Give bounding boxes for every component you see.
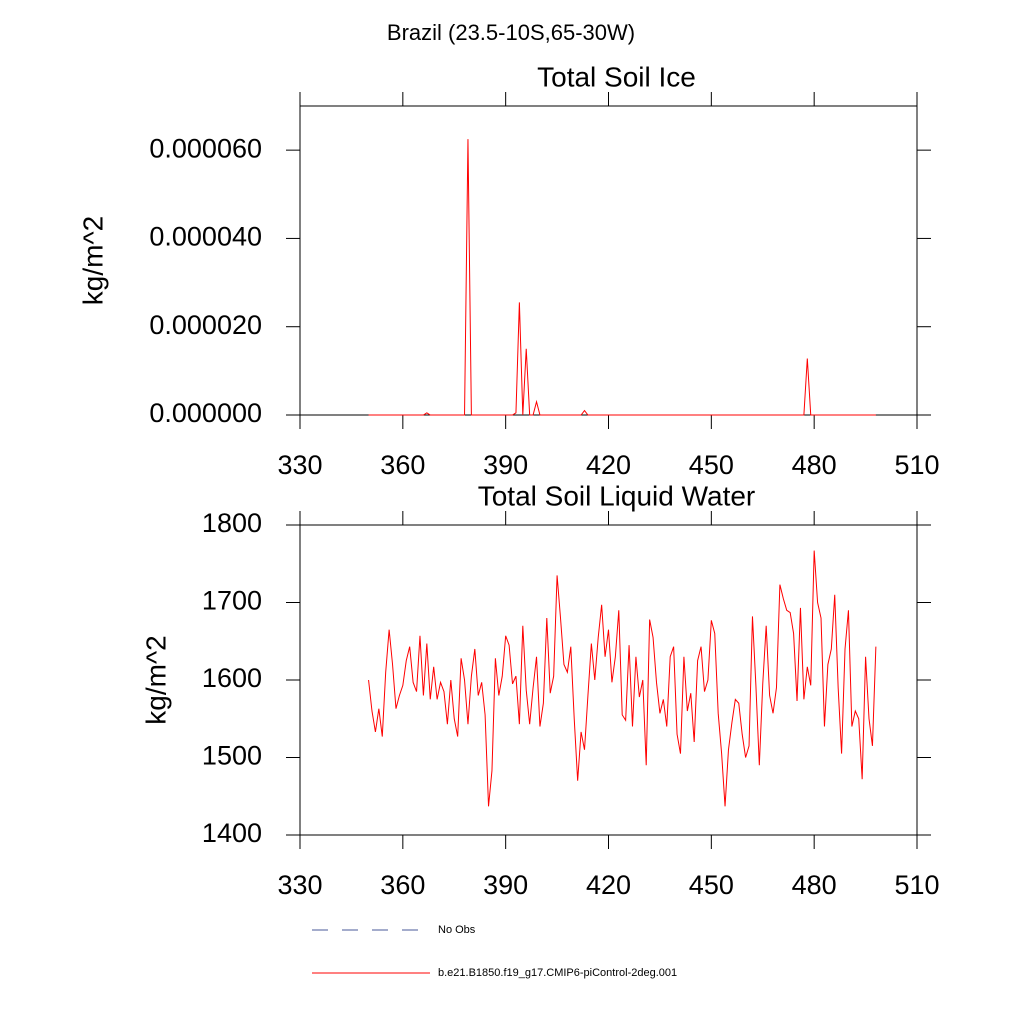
x-tick-label: 360 xyxy=(380,450,425,480)
y-tick-label: 0.000020 xyxy=(149,310,262,340)
x-tick-label: 360 xyxy=(380,870,425,900)
y-tick-label: 1400 xyxy=(202,818,262,848)
y-tick-label: 1500 xyxy=(202,741,262,771)
x-tick-label: 510 xyxy=(894,450,939,480)
x-tick-label: 510 xyxy=(894,870,939,900)
y-tick-label: 1700 xyxy=(202,586,262,616)
chart-title: Total Soil Ice xyxy=(537,61,696,92)
chart-title: Total Soil Liquid Water xyxy=(478,480,756,511)
y-tick-label: 0.000040 xyxy=(149,222,262,252)
x-tick-label: 480 xyxy=(792,450,837,480)
y-tick-label: 1600 xyxy=(202,663,262,693)
x-tick-label: 450 xyxy=(689,870,734,900)
y-axis-label: kg/m^2 xyxy=(140,635,171,724)
x-tick-label: 330 xyxy=(277,450,322,480)
y-axis-label: kg/m^2 xyxy=(77,216,108,305)
legend-label: No Obs xyxy=(438,924,476,936)
legend-label: b.e21.B1850.f19_g17.CMIP6-piControl-2deg… xyxy=(438,967,677,979)
y-tick-label: 0.000000 xyxy=(149,398,262,428)
figure-title: Brazil (23.5-10S,65-30W) xyxy=(387,20,635,45)
x-tick-label: 420 xyxy=(586,870,631,900)
y-tick-label: 1800 xyxy=(202,508,262,538)
x-tick-label: 390 xyxy=(483,870,528,900)
data-line xyxy=(368,550,877,807)
x-tick-label: 330 xyxy=(277,870,322,900)
x-tick-label: 450 xyxy=(689,450,734,480)
x-tick-label: 480 xyxy=(792,870,837,900)
x-tick-label: 390 xyxy=(483,450,528,480)
x-tick-label: 420 xyxy=(586,450,631,480)
data-line xyxy=(368,139,876,416)
y-tick-label: 0.000060 xyxy=(149,133,262,163)
